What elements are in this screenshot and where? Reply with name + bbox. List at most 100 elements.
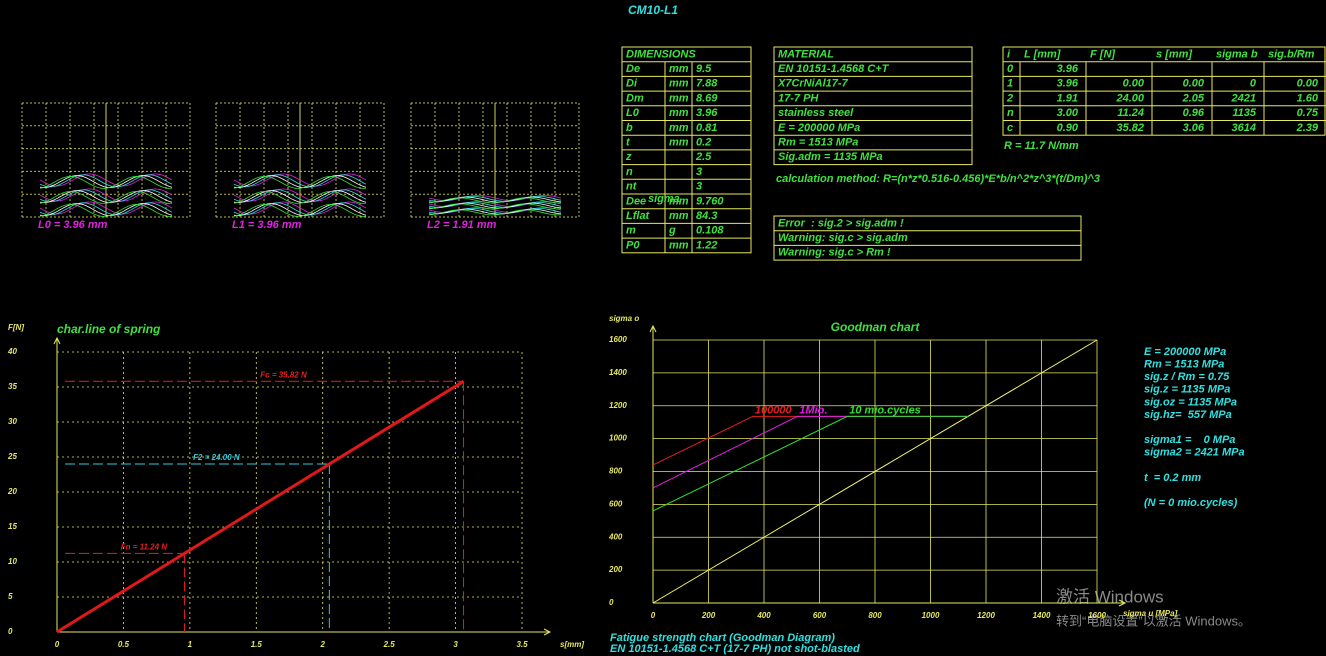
x-tick-label: 800	[868, 611, 882, 620]
table-border	[773, 215, 1082, 261]
x-tick-label: 0.5	[118, 640, 130, 649]
table-cell: mm	[669, 239, 689, 251]
x-tick-label: 1400	[1033, 611, 1051, 620]
table-cell: 9.760	[696, 195, 724, 207]
x-tick-label: 1	[188, 640, 193, 649]
x-tick-label: 2.5	[383, 640, 396, 649]
y-tick-label: 800	[609, 467, 623, 476]
table-cell: 35.82	[1116, 122, 1144, 134]
spring-coil	[39, 190, 173, 204]
table-cell: mm	[669, 78, 689, 90]
table-cell: 0	[1250, 78, 1257, 90]
table-cell: Dm	[626, 92, 644, 104]
warning: Warning: sig.c > Rm !	[778, 247, 891, 259]
spring-coil	[233, 203, 367, 217]
info-line: sig.z = 1135 MPa	[1144, 384, 1230, 396]
table-cell: 0.108	[696, 225, 724, 237]
y-tick-label: 35	[8, 382, 17, 391]
series-label: 10 mio.cycles	[849, 404, 921, 416]
series-line	[652, 415, 968, 466]
table-cell: n	[626, 166, 633, 178]
table-cell: 11.24	[1117, 107, 1144, 119]
table-cell: n	[1007, 107, 1014, 119]
table-header: DIMENSIONS	[626, 48, 696, 60]
x-tick-label: 1000	[922, 611, 940, 620]
table-cell: 2.05	[1182, 92, 1205, 104]
spring-coil	[39, 175, 173, 189]
y-tick-label: 200	[608, 565, 623, 574]
table-cell: stainless steel	[778, 107, 854, 119]
spring-coil	[233, 175, 367, 189]
series-label: 1Mio.	[799, 404, 827, 416]
table-cell: 24.00	[1115, 92, 1144, 104]
spring-coil	[39, 174, 173, 188]
table-cell: 3.96	[696, 107, 718, 119]
table-cell: z	[625, 151, 632, 163]
series-line	[652, 415, 968, 489]
table-cell: 2.39	[1296, 122, 1319, 134]
spring-coil	[428, 208, 562, 215]
y-tick-label: 1200	[609, 401, 627, 410]
x-tick-label: 600	[813, 611, 827, 620]
x-tick-label: 2	[319, 640, 325, 649]
spring-coil	[39, 190, 173, 204]
series-line	[652, 415, 968, 512]
table-cell: 3.06	[1183, 122, 1205, 134]
spring-label: L0 = 3.96 mm	[38, 219, 108, 231]
warning: Warning: sig.c > sig.adm	[778, 232, 908, 244]
table-cell: 3614	[1232, 122, 1256, 134]
table-cell: m	[626, 225, 636, 237]
x-tick-label: 1200	[977, 611, 995, 620]
info-line: sigma1 = 0 MPa	[1144, 434, 1235, 446]
table-cell: mm	[669, 122, 689, 134]
axis-arrow	[543, 628, 552, 636]
table-cell: mm	[669, 210, 689, 222]
chart-title: char.line of spring	[57, 322, 161, 336]
table-cell: g	[668, 225, 676, 237]
table-cell: De	[626, 63, 640, 75]
y-tick-label: 1000	[609, 434, 627, 443]
series-line	[56, 380, 465, 634]
info-line: Rm = 1513 MPa	[1144, 359, 1224, 371]
spring-coil	[39, 202, 173, 216]
x-tick-label: 3	[453, 640, 458, 649]
spring-coil	[428, 201, 562, 208]
table-cell: 8.69	[696, 92, 718, 104]
table-cell: 7.88	[696, 78, 718, 90]
chart-title: Goodman chart	[831, 320, 921, 334]
spring-coil	[233, 202, 367, 216]
table-cell: 1	[1007, 78, 1013, 90]
x-axis-label: sigma u [MPa]	[1123, 609, 1178, 618]
y-tick-label: 10	[8, 557, 17, 566]
spring-coil	[428, 209, 562, 216]
x-tick-label: 400	[756, 611, 771, 620]
table-cell: Di	[626, 78, 638, 90]
spring-coil	[39, 203, 173, 217]
y-tick-label: 5	[8, 592, 13, 601]
table-cell: 1135	[1232, 107, 1257, 119]
table-cell: 1.22	[696, 239, 717, 251]
spring-coil	[39, 203, 173, 217]
table-cell: 0	[1007, 63, 1014, 75]
table-cell: P0	[626, 239, 640, 251]
table-cell: 2421	[1231, 92, 1256, 104]
overlay-text: sigma	[648, 193, 680, 205]
spring-coil	[428, 203, 562, 210]
spring-coil	[428, 207, 562, 214]
info-line: sig.oz = 1135 MPa	[1144, 396, 1237, 408]
table-cell: 3	[696, 181, 702, 193]
y-tick-label: 400	[608, 532, 623, 541]
table-cell: 1.60	[1297, 92, 1319, 104]
spring-coil	[39, 189, 173, 203]
y-tick-label: 0	[8, 627, 13, 636]
table-cell: EN 10151-1.4568 C+T	[778, 63, 890, 75]
info-line: E = 200000 MPa	[1144, 346, 1226, 358]
y-tick-label: 600	[609, 499, 623, 508]
spring-coil	[233, 189, 367, 203]
x-tick-label: 200	[701, 611, 716, 620]
info-line: (N = 0 mio.cycles)	[1144, 497, 1238, 509]
table-cell: L0	[626, 107, 640, 119]
column-header: L [mm]	[1024, 48, 1061, 60]
info-line: sigma2 = 2421 MPa	[1144, 447, 1245, 459]
